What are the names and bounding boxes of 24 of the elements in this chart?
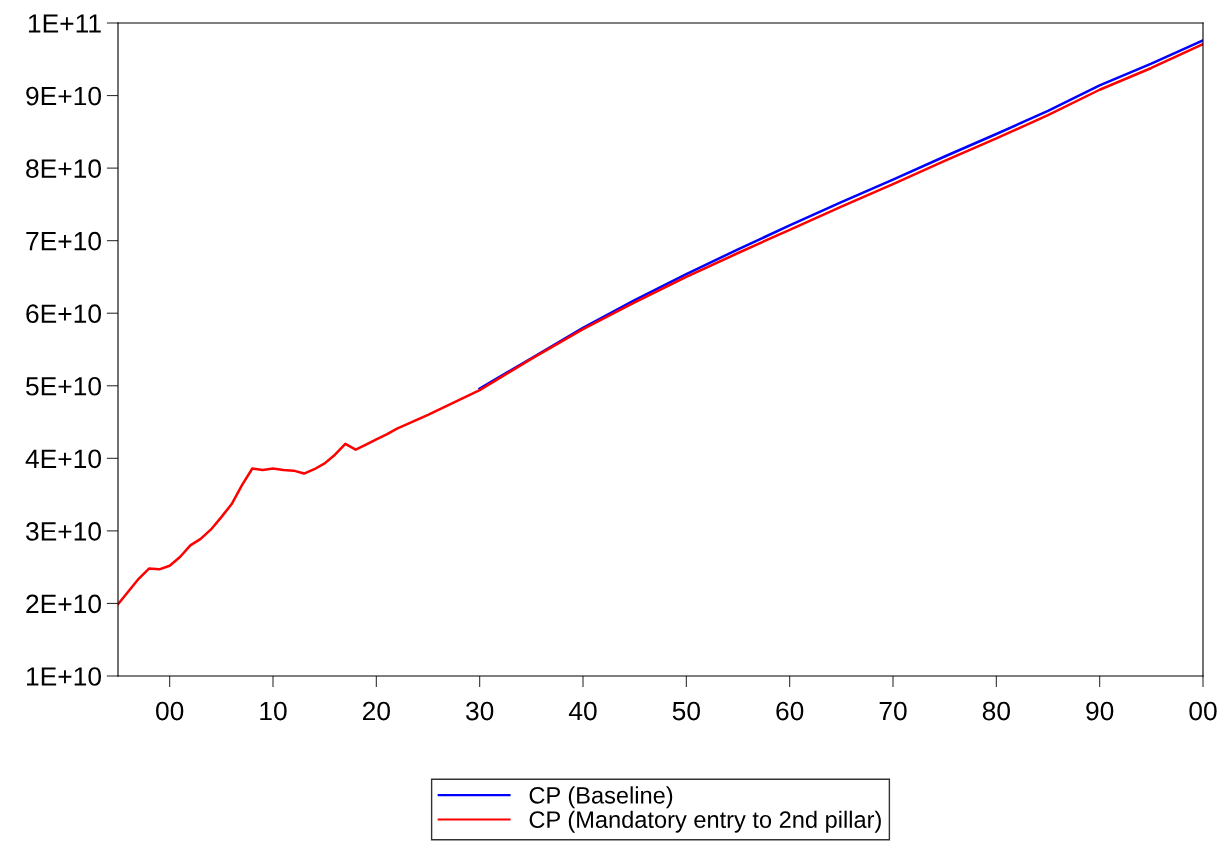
x-tick-label: 90 [1086, 701, 1114, 721]
x-tick-label: 40 [568, 701, 597, 721]
y-tick-label: 4E+10 [25, 449, 101, 469]
x-tick-label: 50 [672, 701, 700, 721]
y-tick-label: 8E+10 [26, 159, 101, 178]
y-tick-label: 7E+10 [26, 231, 101, 251]
y-tick-label: 1E+11 [28, 14, 101, 33]
line-series [118, 42, 1203, 606]
legend-label: CP (Mandatory entry to 2nd pillar) [529, 810, 881, 833]
x-tick-label: 00 [1189, 701, 1217, 721]
y-tick-label: 9E+10 [26, 86, 101, 106]
x-tick-label: 70 [879, 701, 907, 721]
y-tick-label: 5E+10 [26, 376, 101, 396]
x-tick-label: 30 [466, 701, 494, 721]
legend-label: CP (Baseline) [529, 786, 673, 809]
x-tick-label: 60 [776, 701, 804, 721]
y-tick-label: 6E+10 [26, 304, 101, 324]
x-tick-label: 00 [156, 701, 184, 721]
y-tick-label: 3E+10 [25, 522, 101, 541]
y-tick-label: 2E+10 [26, 594, 101, 614]
x-tick-label: 10 [260, 701, 287, 721]
y-tick-label: 1E+10 [27, 667, 101, 686]
x-tick-label: 80 [982, 701, 1010, 721]
x-tick-label: 20 [362, 701, 390, 721]
